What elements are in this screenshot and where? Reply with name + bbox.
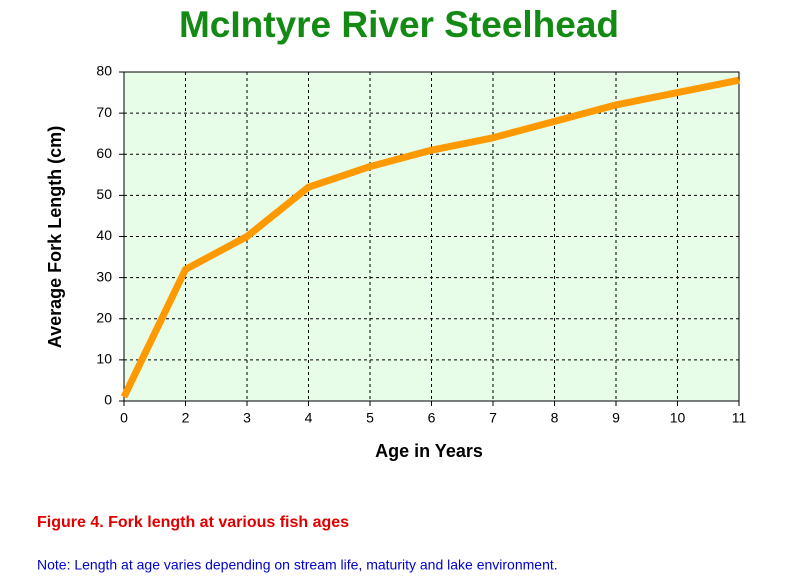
- y-tick-label: 60: [96, 145, 112, 161]
- x-tick-label: 2: [182, 410, 190, 426]
- caption: Figure 4. Fork length at various fish ag…: [37, 514, 349, 531]
- x-tick-label: 9: [612, 410, 620, 426]
- y-tick-label: 70: [96, 104, 112, 120]
- y-tick-label: 20: [96, 309, 112, 325]
- x-tick-label: 5: [366, 410, 374, 426]
- chart-title: McIntyre River Steelhead: [179, 4, 619, 45]
- y-tick-label: 80: [96, 63, 112, 79]
- x-tick-label: 7: [489, 410, 497, 426]
- data-line: [120, 76, 740, 399]
- y-tick-label: 0: [104, 392, 112, 408]
- x-tick-label: 8: [551, 410, 559, 426]
- x-axis-label: Age in Years: [375, 441, 483, 461]
- x-tick-label: 3: [243, 410, 251, 426]
- x-tick-label: 6: [428, 410, 436, 426]
- plot: 0 10 20 30 40 50 60 70 80 0 2 3 4 5 6 7 8 9 10 11: [96, 63, 746, 426]
- y-tick-label: 30: [96, 268, 112, 284]
- note: Note: Length at age varies depending on …: [37, 557, 558, 573]
- y-tick-label: 50: [96, 186, 112, 202]
- y-axis-label: Average Fork Length (cm): [45, 126, 65, 348]
- x-tick-label: 0: [120, 410, 128, 426]
- x-tick-label: 11: [732, 410, 747, 426]
- x-tick-label: 4: [305, 410, 313, 426]
- y-tick-label: 40: [96, 227, 112, 243]
- plot-border: [123, 71, 740, 402]
- y-tick-label: 10: [96, 351, 112, 367]
- x-tick-label: 10: [670, 410, 686, 426]
